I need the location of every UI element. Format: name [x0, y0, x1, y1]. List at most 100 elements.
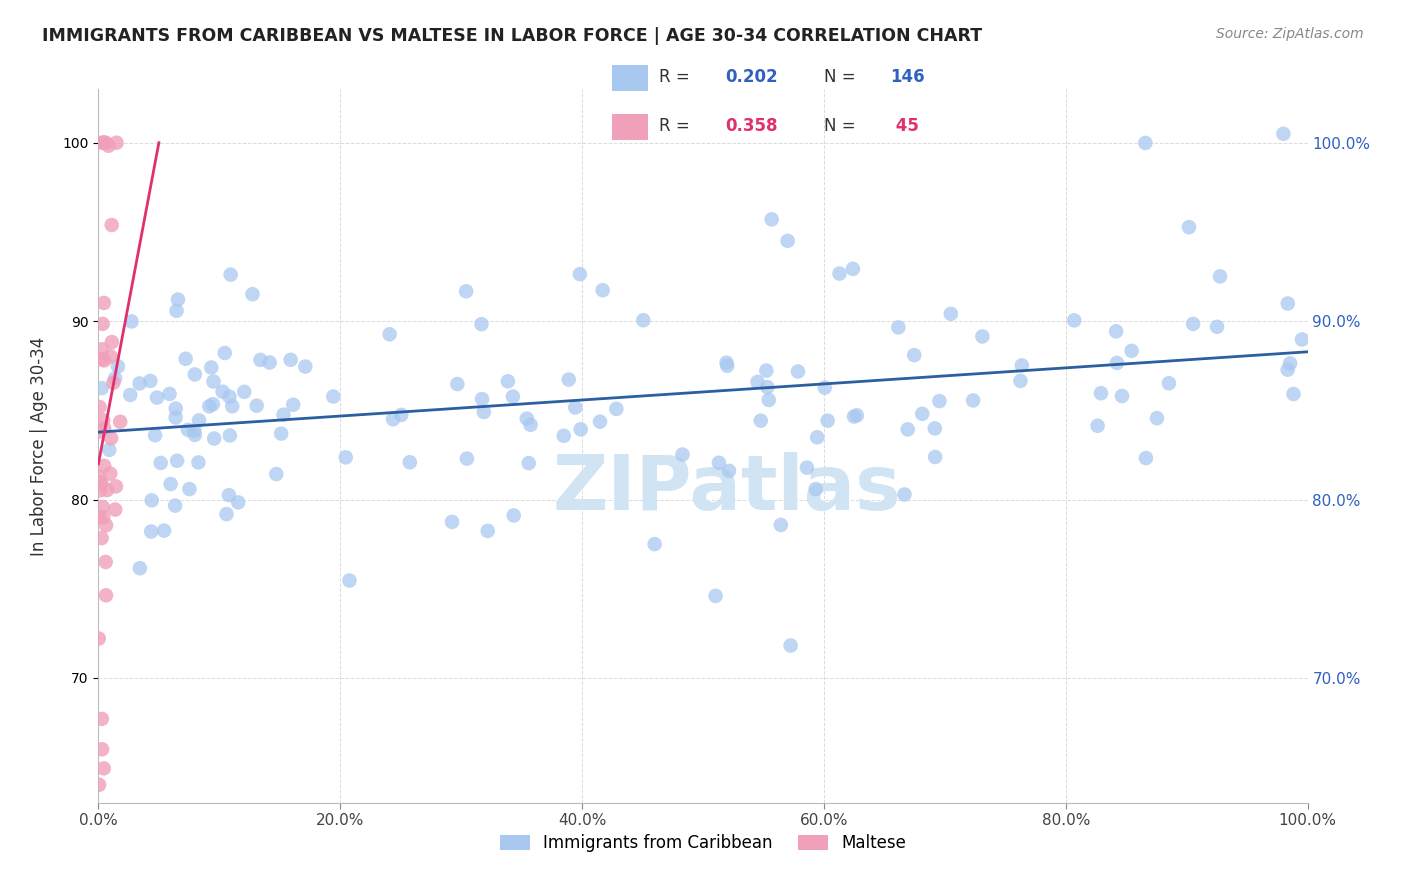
- Text: 146: 146: [890, 68, 924, 86]
- Point: [103, 376, 125, 390]
- Point: [93, 353, 115, 368]
- Point: [87, 425, 110, 439]
- Point: [845, 409, 868, 423]
- Text: 0.358: 0.358: [725, 117, 778, 135]
- Point: [1282, 387, 1305, 401]
- Point: [569, 422, 592, 436]
- Point: [1146, 411, 1168, 425]
- Point: [159, 477, 181, 491]
- Point: [928, 394, 950, 409]
- Point: [167, 293, 190, 307]
- Point: [96, 483, 118, 497]
- Point: [1090, 386, 1112, 401]
- Point: [1157, 376, 1180, 391]
- Point: [887, 320, 910, 334]
- Text: Source: ZipAtlas.com: Source: ZipAtlas.com: [1216, 27, 1364, 41]
- Point: [1209, 269, 1232, 284]
- Text: IMMIGRANTS FROM CARIBBEAN VS MALTESE IN LABOR FORCE | AGE 30-34 CORRELATION CHAR: IMMIGRANTS FROM CARIBBEAN VS MALTESE IN …: [42, 27, 983, 45]
- Point: [502, 508, 524, 523]
- Point: [671, 448, 693, 462]
- Point: [1279, 356, 1302, 370]
- Point: [939, 307, 962, 321]
- Point: [202, 432, 225, 446]
- Point: [215, 507, 238, 521]
- Point: [89, 475, 111, 490]
- Point: [897, 422, 920, 436]
- Point: [188, 413, 211, 427]
- Point: [716, 356, 738, 370]
- Bar: [612, 65, 648, 91]
- Point: [120, 388, 142, 402]
- Point: [633, 313, 655, 327]
- Point: [94, 555, 117, 569]
- Point: [184, 428, 207, 442]
- Point: [128, 376, 150, 391]
- Y-axis label: In Labor Force | Age 30-34: In Labor Force | Age 30-34: [31, 336, 48, 556]
- Text: 0.202: 0.202: [725, 68, 778, 86]
- Point: [249, 352, 271, 367]
- Point: [470, 317, 492, 331]
- Point: [718, 464, 741, 478]
- Text: R =: R =: [659, 117, 696, 135]
- Point: [90, 381, 112, 395]
- Text: N =: N =: [824, 117, 860, 135]
- Point: [90, 475, 112, 490]
- Point: [758, 392, 780, 407]
- Point: [93, 761, 115, 775]
- Point: [174, 351, 197, 366]
- Point: [104, 371, 127, 385]
- Point: [91, 500, 114, 514]
- Point: [592, 283, 614, 297]
- Point: [183, 424, 205, 438]
- Point: [456, 451, 478, 466]
- Point: [1105, 356, 1128, 370]
- Point: [100, 431, 122, 445]
- Point: [146, 391, 169, 405]
- Point: [198, 399, 221, 413]
- Point: [121, 314, 143, 328]
- Point: [233, 384, 256, 399]
- Point: [903, 348, 925, 362]
- Point: [814, 381, 837, 395]
- Point: [104, 502, 127, 516]
- Point: [516, 411, 538, 425]
- Point: [796, 460, 818, 475]
- Point: [128, 561, 150, 575]
- Point: [87, 632, 110, 646]
- Point: [382, 412, 405, 426]
- Point: [107, 359, 129, 374]
- Point: [219, 268, 242, 282]
- Point: [605, 401, 627, 416]
- Point: [804, 482, 827, 496]
- Text: R =: R =: [659, 68, 696, 86]
- Point: [1277, 296, 1299, 310]
- Point: [962, 393, 984, 408]
- Point: [89, 804, 111, 818]
- Point: [202, 375, 225, 389]
- Point: [149, 456, 172, 470]
- Point: [1206, 319, 1229, 334]
- Point: [1087, 418, 1109, 433]
- Point: [456, 285, 478, 299]
- Point: [761, 212, 783, 227]
- Point: [747, 375, 769, 389]
- Point: [398, 455, 420, 469]
- Point: [1010, 374, 1032, 388]
- Point: [218, 390, 240, 404]
- Point: [139, 524, 162, 539]
- Point: [93, 296, 115, 310]
- Point: [100, 218, 122, 232]
- Point: [221, 399, 243, 413]
- Point: [477, 524, 499, 538]
- Point: [91, 510, 114, 524]
- Point: [787, 364, 810, 378]
- Point: [1272, 127, 1295, 141]
- Point: [90, 352, 112, 367]
- Point: [87, 778, 110, 792]
- Point: [1063, 313, 1085, 327]
- Point: [553, 429, 575, 443]
- Point: [89, 400, 111, 414]
- Point: [89, 483, 111, 498]
- Point: [90, 712, 112, 726]
- Point: [93, 136, 115, 150]
